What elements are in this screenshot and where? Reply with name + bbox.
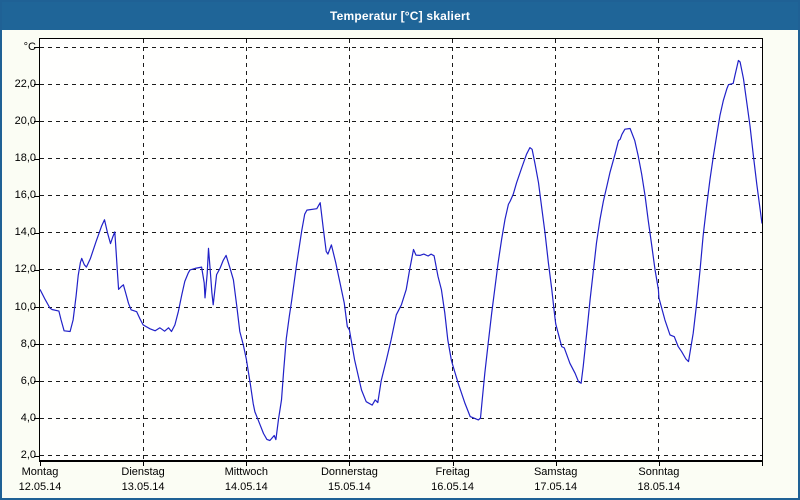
x-axis-date-label: 16.05.14 <box>431 481 474 493</box>
x-tick <box>762 462 763 466</box>
y-tick <box>34 84 40 86</box>
y-tick-label: 20,0 <box>14 114 36 127</box>
x-axis-day-label: Montag <box>21 466 59 478</box>
x-axis-day-label: Freitag <box>435 466 470 478</box>
y-tick-label: 12,0 <box>14 263 36 276</box>
x-axis-day-label: Dienstag <box>121 466 165 478</box>
y-gridline <box>40 380 762 382</box>
temperature-curve <box>40 59 762 442</box>
day-gridline <box>658 39 660 460</box>
plot-area <box>39 38 763 462</box>
y-tick <box>34 158 40 160</box>
y-gridline <box>40 158 762 159</box>
y-tick-label: 14,0 <box>14 226 36 239</box>
day-gridline <box>452 39 454 460</box>
x-axis-date-label: 18.05.14 <box>637 481 681 493</box>
y-gridline <box>40 232 762 234</box>
x-tick <box>143 462 145 466</box>
y-gridline <box>40 83 762 85</box>
y-gridline <box>40 269 762 271</box>
x-tick <box>452 462 454 466</box>
x-axis-date-label: 15.05.14 <box>327 481 371 493</box>
y-tick <box>34 455 40 457</box>
y-gridline <box>40 120 762 122</box>
y-tick <box>34 307 40 308</box>
chart-area: °C 22,0 20,0 18,0 16,0 14,0 12,0 10,0 8,0 6,0 4,0 2… <box>2 30 798 498</box>
y-tick <box>34 344 40 346</box>
y-tick-label: 16,0 <box>14 189 36 202</box>
chart-title: Temperatur [°C] skaliert <box>329 9 471 23</box>
y-tick <box>34 269 40 271</box>
day-gridline <box>245 39 247 460</box>
x-axis-day-label: Donnerstag <box>320 466 378 478</box>
day-gridline <box>348 39 350 460</box>
temperature-line <box>40 59 762 442</box>
y-tick <box>34 47 40 49</box>
y-tick <box>34 121 40 123</box>
x-tick <box>349 462 351 466</box>
x-axis-date-label: 13.05.14 <box>121 481 165 493</box>
x-tick <box>246 462 248 466</box>
y-tick-label: 2,0 <box>20 449 36 461</box>
y-tick <box>34 418 40 420</box>
day-gridline <box>555 39 557 460</box>
x-axis-day-label: Sonntag <box>638 466 680 478</box>
x-axis-date-label: 17.05.14 <box>534 481 578 493</box>
y-tick <box>34 381 40 383</box>
x-tick <box>555 462 557 466</box>
y-tick-label: 8,0 <box>20 337 36 350</box>
y-tick <box>34 195 40 197</box>
y-gridline <box>40 46 762 48</box>
y-gridline <box>40 195 762 197</box>
y-tick-label: 22,0 <box>14 77 36 90</box>
y-tick-label: 4,0 <box>20 411 36 424</box>
y-tick-label: 18,0 <box>14 152 36 164</box>
y-tick-label: °C <box>23 40 36 53</box>
y-gridline <box>40 343 762 345</box>
y-tick-label: 6,0 <box>20 374 36 387</box>
x-axis-date-label: 12.05.14 <box>18 481 62 493</box>
y-gridline <box>40 455 762 456</box>
x-tick <box>658 462 660 466</box>
x-axis-date-label: 14.05.14 <box>224 481 268 493</box>
day-gridline <box>142 39 144 460</box>
x-axis-day-label: Mittwoch <box>224 466 268 478</box>
y-gridline <box>40 306 762 308</box>
y-tick <box>34 232 40 234</box>
x-tick <box>40 462 41 466</box>
y-gridline <box>40 417 762 419</box>
title-bar: Temperatur [°C] skaliert <box>2 2 798 30</box>
x-axis-day-label: Samstag <box>533 466 578 478</box>
y-tick-label: 10,0 <box>14 300 36 313</box>
